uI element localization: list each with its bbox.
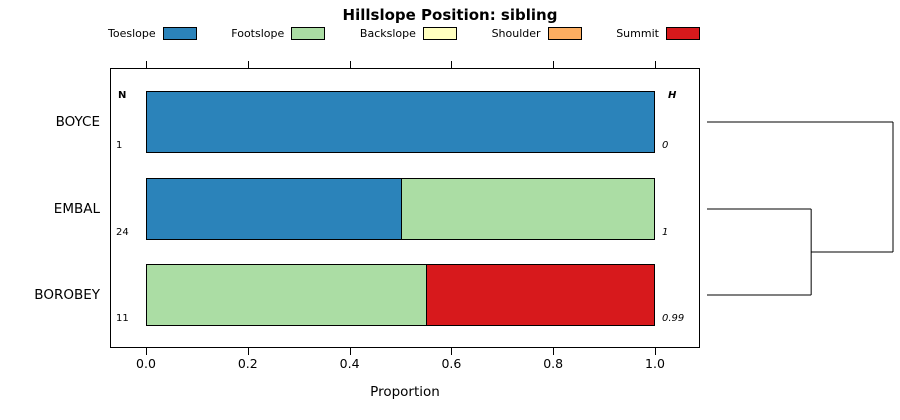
h-value: 1 (662, 227, 669, 238)
x-tick-bottom (247, 348, 249, 355)
legend-label: Footslope (231, 27, 285, 40)
stacked-bar (146, 178, 655, 240)
x-axis-label: Proportion (370, 384, 440, 400)
legend: Toeslope Footslope Backslope Shoulder Summit (108, 27, 700, 40)
x-tick-label: 0.0 (136, 356, 156, 371)
legend-label: Backslope (359, 27, 416, 40)
stacked-bar (146, 264, 655, 326)
bar-segment-footslope (400, 179, 654, 239)
x-tick-bottom (553, 348, 555, 355)
stacked-bar (146, 91, 655, 153)
x-tick-bottom (146, 348, 147, 355)
legend-label: Shoulder (491, 27, 541, 40)
n-value: 1 (116, 140, 123, 151)
legend-swatch-icon (547, 27, 582, 40)
x-tick-top (451, 61, 453, 68)
x-tick-label: 0.8 (543, 356, 564, 371)
x-tick-label: 0.6 (441, 356, 462, 371)
legend-swatch-icon (162, 27, 197, 40)
category-label: BOYCE (55, 114, 100, 130)
n-value: 24 (116, 227, 129, 238)
n-value: 11 (116, 313, 129, 324)
h-value: 0 (662, 140, 669, 151)
legend-label: Summit (616, 27, 659, 40)
bar-segment-toeslope (147, 92, 654, 152)
x-tick-label: 1.0 (645, 356, 665, 371)
x-tick-top (146, 61, 147, 68)
x-tick-top (655, 61, 656, 68)
bar-segment-footslope (147, 265, 426, 325)
h-header: H (668, 90, 677, 101)
bar-segment-toeslope (147, 179, 401, 239)
x-tick-top (349, 61, 351, 68)
category-label: BOROBEY (34, 287, 100, 303)
legend-item: Toeslope (108, 27, 197, 40)
legend-item: Backslope (360, 27, 457, 40)
x-tick-label: 0.4 (339, 356, 360, 371)
x-tick-bottom (655, 348, 656, 355)
x-tick-bottom (451, 348, 453, 355)
category-label: EMBAL (53, 201, 100, 217)
legend-label: Toeslope (108, 27, 156, 40)
legend-item: Footslope (231, 27, 326, 40)
x-tick-top (553, 61, 555, 68)
legend-swatch-icon (422, 27, 457, 40)
h-value: 0.99 (662, 313, 685, 324)
bar-segment-summit (425, 265, 654, 325)
n-header: N (118, 90, 127, 101)
chart-title: Hillslope Position: sibling (342, 6, 558, 24)
x-tick-label: 0.2 (237, 356, 258, 371)
legend-item: Shoulder (492, 27, 582, 40)
x-tick-bottom (349, 348, 351, 355)
legend-swatch-icon (291, 27, 326, 40)
x-tick-top (247, 61, 249, 68)
legend-swatch-icon (665, 27, 700, 40)
legend-item: Summit (616, 27, 700, 40)
